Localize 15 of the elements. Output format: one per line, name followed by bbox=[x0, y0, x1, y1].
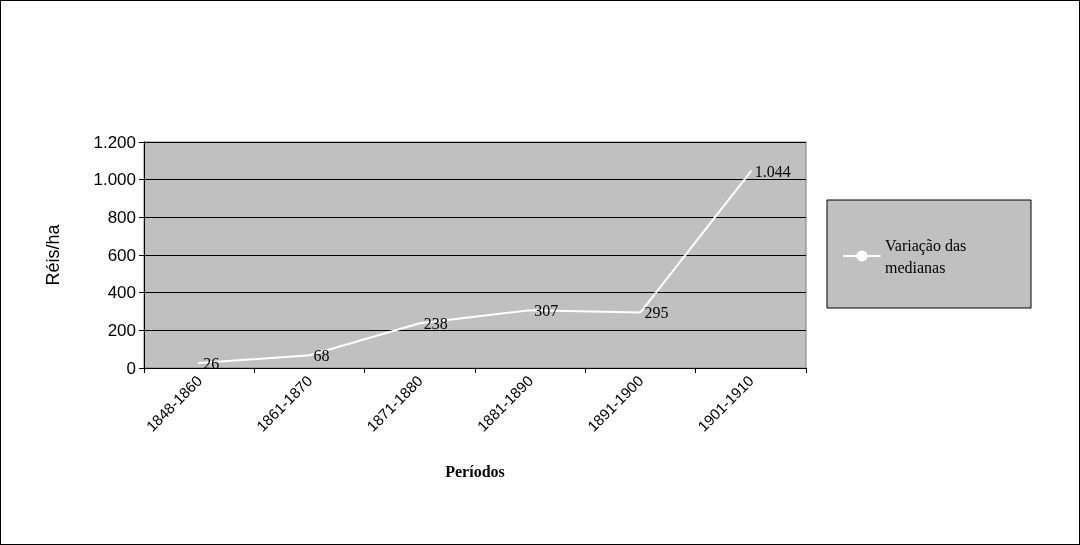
y-tick-label: 0 bbox=[126, 358, 136, 378]
data-label: 68 bbox=[313, 346, 330, 364]
x-axis-title: Períodos bbox=[445, 462, 505, 480]
data-label: 295 bbox=[644, 303, 669, 321]
y-axis-title: Réis/ha bbox=[43, 223, 63, 286]
y-tick-label: 600 bbox=[107, 245, 136, 265]
y-tick-label: 400 bbox=[107, 283, 136, 303]
y-tick-label: 1.000 bbox=[93, 170, 136, 190]
y-tick-label: 1.200 bbox=[93, 132, 136, 152]
data-label: 238 bbox=[423, 314, 448, 332]
data-label: 1.044 bbox=[754, 162, 791, 180]
y-tick-label: 200 bbox=[107, 320, 136, 340]
data-label: 307 bbox=[534, 301, 559, 319]
y-tick-label: 800 bbox=[107, 207, 136, 227]
legend-label: Variação das medianas bbox=[885, 236, 971, 276]
